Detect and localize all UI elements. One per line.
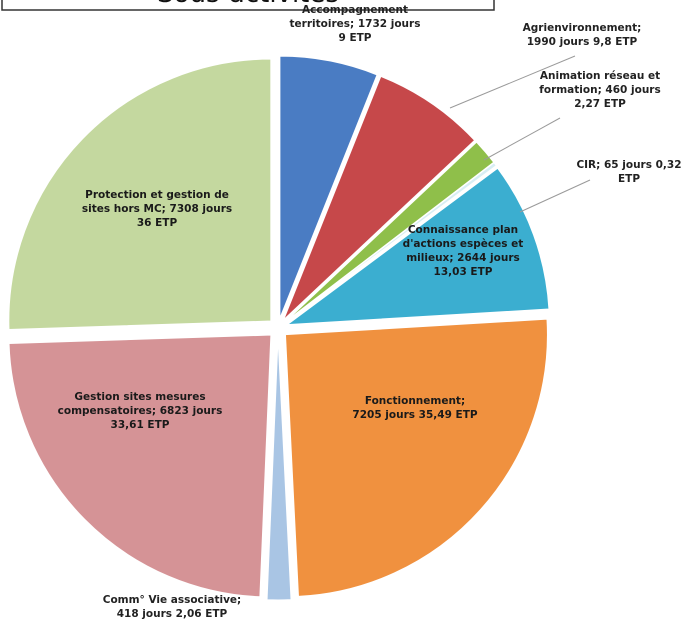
pie-slice-2 [283, 75, 476, 321]
data-label-9-line-3: 36 ETP [137, 217, 178, 229]
chart-title-box: Sous-activités [1, 0, 495, 11]
leader-line-2 [449, 55, 576, 109]
data-label-8: Gestion sites mesures compensatoires; 682… [58, 391, 223, 431]
pie-slice-5 [285, 167, 550, 326]
data-label-4-line-2: ETP [618, 173, 640, 185]
data-label-9: Protection et gestion de sites hors MC; 7… [82, 189, 232, 229]
data-labels: Accompagnement territoires; 1732 jours 9 E… [58, 4, 682, 620]
data-label-7: Comm° Vie associative; 418 jours 2,06 ETP [103, 594, 242, 620]
data-label-2: Agrienvironnement; 1990 jours 9,8 ETP [523, 22, 642, 48]
pie-slice-3 [285, 141, 495, 322]
data-label-9-line-2: sites hors MC; 7308 jours [82, 203, 232, 215]
pie-slice-9 [8, 58, 272, 330]
data-label-2-line-2: 1990 jours 9,8 ETP [527, 36, 638, 48]
pie-slices [8, 55, 550, 601]
data-label-3: Animation réseau et formation; 460 jours 2… [539, 70, 660, 110]
data-label-3-line-3: 2,27 ETP [574, 98, 626, 110]
data-label-4-line-1: CIR; 65 jours 0,32 [576, 159, 681, 171]
data-label-4: CIR; 65 jours 0,32 ETP [576, 159, 681, 185]
data-label-5-line-4: 13,03 ETP [434, 266, 493, 278]
leader-line-3 [483, 117, 561, 161]
data-label-1-line-1: Accompagnement [302, 4, 408, 16]
data-label-1: Accompagnement territoires; 1732 jours 9 E… [290, 4, 421, 44]
data-label-3-line-2: formation; 460 jours [539, 84, 660, 96]
data-label-1-line-3: 9 ETP [339, 32, 372, 44]
label-leader-lines [449, 55, 591, 213]
pie-slice-4 [285, 161, 497, 323]
pie-slice-7 [266, 337, 292, 601]
data-label-7-line-1: Comm° Vie associative; [103, 594, 242, 606]
data-label-8-line-1: Gestion sites mesures [74, 391, 205, 403]
pie-slice-6 [284, 318, 548, 597]
chart-title: Sous-activités [157, 0, 339, 9]
data-label-5-line-2: d'actions espèces et [403, 238, 524, 250]
title-frame [1, 0, 495, 11]
data-label-5-line-3: milieux; 2644 jours [406, 252, 520, 264]
pie-slice-8 [8, 334, 272, 598]
data-label-6-line-1: Fonctionnement; [365, 395, 465, 407]
data-label-6-line-2: 7205 jours 35,49 ETP [352, 409, 477, 421]
data-label-8-line-3: 33,61 ETP [111, 419, 170, 431]
data-label-1-line-2: territoires; 1732 jours [290, 18, 421, 30]
leader-line-4 [519, 179, 591, 213]
data-label-8-line-2: compensatoires; 6823 jours [58, 405, 223, 417]
data-label-5: Connaissance plan d'actions espèces et mil… [403, 224, 524, 278]
data-label-3-line-1: Animation réseau et [540, 70, 660, 82]
pie-slice-1 [279, 55, 378, 319]
data-label-6: Fonctionnement; 7205 jours 35,49 ETP [352, 395, 477, 421]
data-label-9-line-1: Protection et gestion de [85, 189, 229, 201]
data-label-5-line-1: Connaissance plan [408, 224, 518, 236]
data-label-7-line-2: 418 jours 2,06 ETP [117, 608, 228, 620]
data-label-2-line-1: Agrienvironnement; [523, 22, 642, 34]
